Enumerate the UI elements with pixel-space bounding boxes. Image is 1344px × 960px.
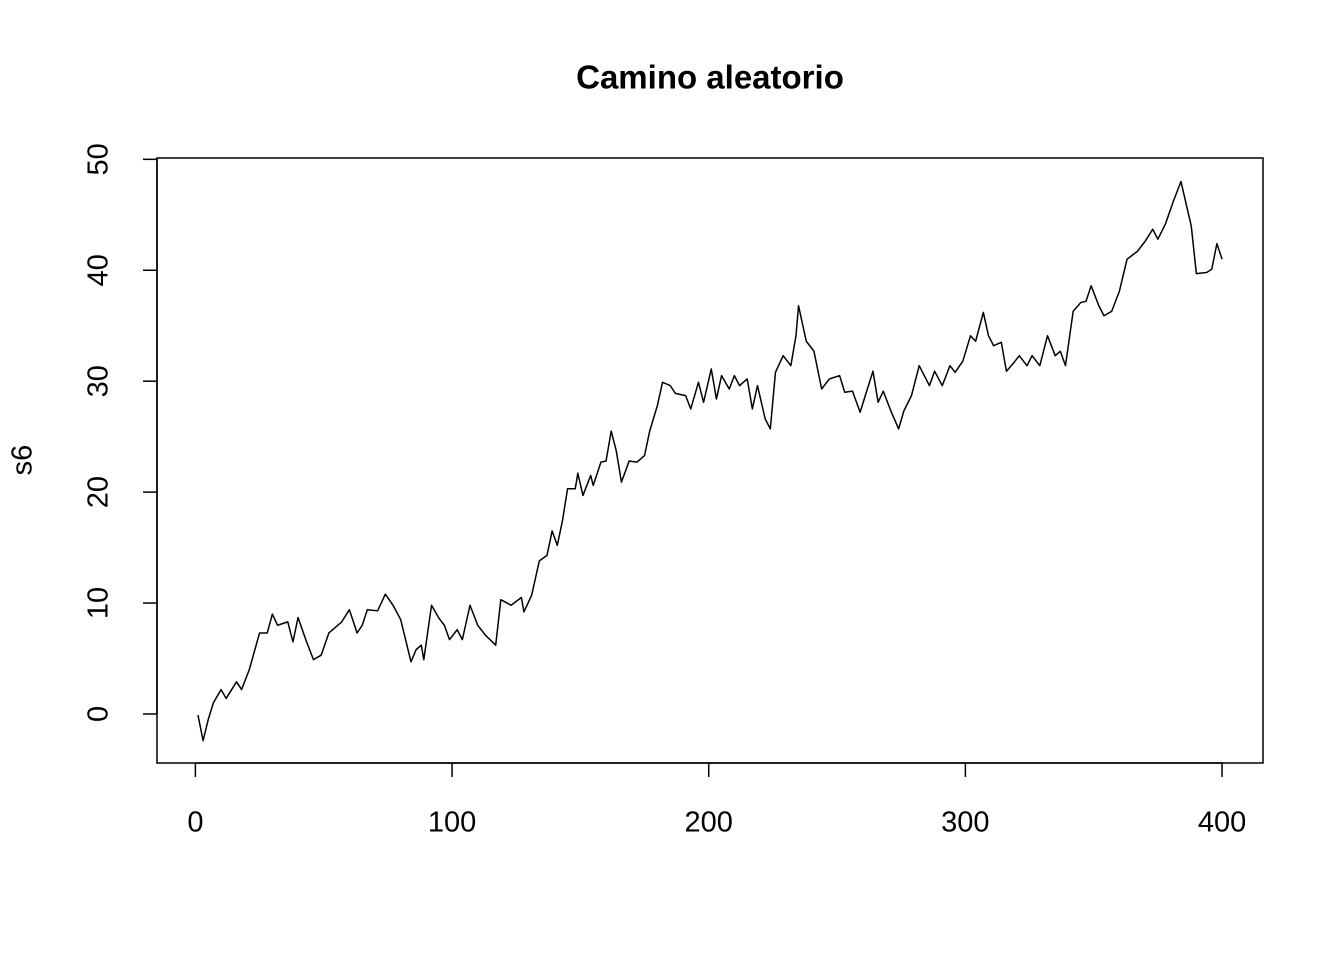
- x-tick-label: 200: [685, 807, 733, 839]
- x-tick-label: 400: [1198, 807, 1246, 839]
- x-tick-label: 300: [941, 807, 989, 839]
- y-tick-label: 20: [83, 476, 115, 508]
- x-tick-label: 0: [187, 807, 203, 839]
- y-axis-label: s6: [7, 445, 39, 476]
- y-tick-label: 10: [83, 587, 115, 619]
- y-tick-label: 30: [83, 365, 115, 397]
- y-tick-label: 0: [83, 706, 115, 722]
- x-tick-label: 100: [428, 807, 476, 839]
- chart-title: Camino aleatorio: [576, 59, 844, 96]
- data-line: [197, 180, 1223, 742]
- y-tick-label: 40: [83, 254, 115, 286]
- y-tick-label: 50: [83, 143, 115, 175]
- plot-box: [156, 157, 1264, 764]
